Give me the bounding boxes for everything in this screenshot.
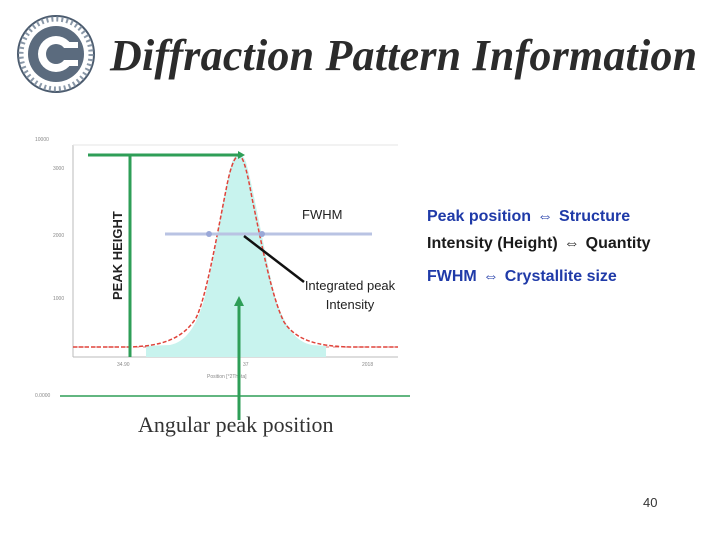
integrated-line-1: Integrated peak — [304, 278, 396, 293]
integrated-line-2: Intensity — [325, 297, 375, 312]
integrated-pointer — [243, 235, 305, 283]
x-tick: 2018 — [362, 362, 373, 368]
peak-height-label: PEAK HEIGHT — [110, 211, 125, 300]
fwhm-right-point — [259, 231, 265, 237]
y-tick: 3000 — [53, 166, 64, 172]
y-tick: 10000 — [35, 137, 49, 143]
relation-peak-position: Peak position ⇔ Structure — [427, 208, 630, 226]
x-tick: 37 — [243, 362, 249, 368]
university-logo — [17, 15, 95, 93]
angular-peak-position-label: Angular peak position — [138, 412, 334, 437]
integrated-area — [146, 154, 326, 357]
peak-top-arrowhead — [238, 151, 245, 159]
relation-left: Intensity (Height) — [427, 235, 558, 252]
relation-right: Structure — [559, 208, 631, 225]
x-tick: 34.90 — [117, 362, 130, 368]
relation-fwhm: FWHM ⇔ Crystallite size — [427, 268, 617, 286]
fwhm-left-point — [206, 231, 212, 237]
double-arrow-icon: ⇔ — [563, 235, 580, 252]
angular-position-arrowhead — [234, 296, 244, 306]
double-arrow-icon: ⇔ — [537, 208, 554, 225]
double-arrow-icon: ⇔ — [482, 268, 499, 285]
y-tick: 1000 — [53, 296, 64, 302]
slide-title: Diffraction Pattern Information — [110, 31, 698, 80]
relation-right: Crystallite size — [504, 268, 617, 285]
relation-right: Quantity — [585, 235, 651, 252]
page-number: 40 — [643, 495, 658, 510]
y-tick: 2000 — [53, 233, 64, 239]
relation-left: Peak position — [427, 208, 532, 225]
x-axis-title: Position [°2Theta] — [207, 374, 247, 380]
relation-intensity: Intensity (Height) ⇔ Quantity — [427, 235, 651, 253]
integrated-intensity-label: Integrated peak Intensity — [296, 276, 404, 314]
relation-left: FWHM — [427, 268, 477, 285]
fwhm-label: FWHM — [302, 207, 343, 222]
y-tick: 0.0000 — [35, 393, 51, 399]
